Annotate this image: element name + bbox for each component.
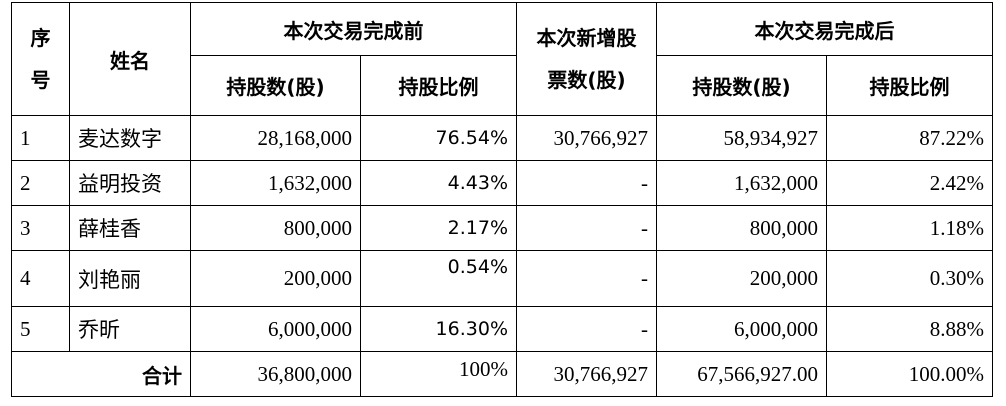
row-shares-after: 200,000 (656, 250, 827, 307)
header-seq: 序 号 (11, 2, 70, 116)
row-shares-after: 58,934,927 (656, 115, 827, 161)
header-seq-line2: 号 (30, 68, 51, 92)
header-new-shares-line2: 票数(股) (547, 68, 626, 92)
total-ratio-after: 100.00% (826, 351, 993, 397)
header-seq-line1: 序 (30, 26, 51, 50)
header-name: 姓名 (69, 2, 191, 116)
total-row: 合计 36,800,000 100% 30,766,927 67,566,927… (11, 351, 993, 397)
table-row: 4 刘艳丽 200,000 0.54% - 200,000 0.30% (11, 250, 993, 307)
header-ratio-after: 持股比例 (826, 55, 993, 116)
header-row-1: 序 号 姓名 本次交易完成前 本次新增股 票数(股) 本次交易完成后 (11, 2, 993, 116)
header-after-group: 本次交易完成后 (656, 2, 993, 56)
shareholding-table: 序 号 姓名 本次交易完成前 本次新增股 票数(股) 本次交易完成后 持股数(股… (11, 2, 993, 397)
total-shares-after: 67,566,927.00 (656, 351, 827, 397)
row-new-shares: - (516, 306, 657, 352)
row-shares-after: 800,000 (656, 205, 827, 251)
table-row: 2 益明投资 1,632,000 4.43% - 1,632,000 2.42% (11, 160, 993, 206)
row-shares-after: 1,632,000 (656, 160, 827, 206)
row-ratio-after: 8.88% (826, 306, 993, 352)
row-ratio-before: 2.17% (360, 205, 517, 251)
row-new-shares: 30,766,927 (516, 115, 657, 161)
row-ratio-before: 4.43% (360, 160, 517, 206)
row-name: 薛桂香 (69, 205, 191, 251)
table-row: 1 麦达数字 28,168,000 76.54% 30,766,927 58,9… (11, 115, 993, 161)
row-shares-after: 6,000,000 (656, 306, 827, 352)
row-no: 3 (11, 205, 70, 251)
row-ratio-before: 16.30% (360, 306, 517, 352)
table-row: 3 薛桂香 800,000 2.17% - 800,000 1.18% (11, 205, 993, 251)
row-ratio-after: 87.22% (826, 115, 993, 161)
total-new-shares: 30,766,927 (516, 351, 657, 397)
row-no: 2 (11, 160, 70, 206)
row-ratio-after: 0.30% (826, 250, 993, 307)
header-shares-after: 持股数(股) (656, 55, 827, 116)
table-row: 5 乔昕 6,000,000 16.30% - 6,000,000 8.88% (11, 306, 993, 352)
row-ratio-after: 2.42% (826, 160, 993, 206)
row-ratio-after: 1.18% (826, 205, 993, 251)
row-no: 1 (11, 115, 70, 161)
row-name: 乔昕 (69, 306, 191, 352)
row-shares-before: 1,632,000 (190, 160, 361, 206)
row-ratio-before: 0.54% (360, 250, 517, 307)
row-name: 益明投资 (69, 160, 191, 206)
row-ratio-before: 76.54% (360, 115, 517, 161)
total-shares-before: 36,800,000 (190, 351, 361, 397)
row-shares-before: 200,000 (190, 250, 361, 307)
row-no: 5 (11, 306, 70, 352)
row-name: 麦达数字 (69, 115, 191, 161)
header-new-shares-line1: 本次新增股 (536, 26, 637, 50)
row-shares-before: 800,000 (190, 205, 361, 251)
row-new-shares: - (516, 205, 657, 251)
row-new-shares: - (516, 250, 657, 307)
row-shares-before: 28,168,000 (190, 115, 361, 161)
row-no: 4 (11, 250, 70, 307)
total-label: 合计 (11, 351, 191, 397)
header-before-group: 本次交易完成前 (190, 2, 517, 56)
header-new-shares: 本次新增股 票数(股) (516, 2, 657, 116)
row-name: 刘艳丽 (69, 250, 191, 307)
row-new-shares: - (516, 160, 657, 206)
header-ratio-before: 持股比例 (360, 55, 517, 116)
header-shares-before: 持股数(股) (190, 55, 361, 116)
total-ratio-before: 100% (360, 351, 517, 397)
row-shares-before: 6,000,000 (190, 306, 361, 352)
